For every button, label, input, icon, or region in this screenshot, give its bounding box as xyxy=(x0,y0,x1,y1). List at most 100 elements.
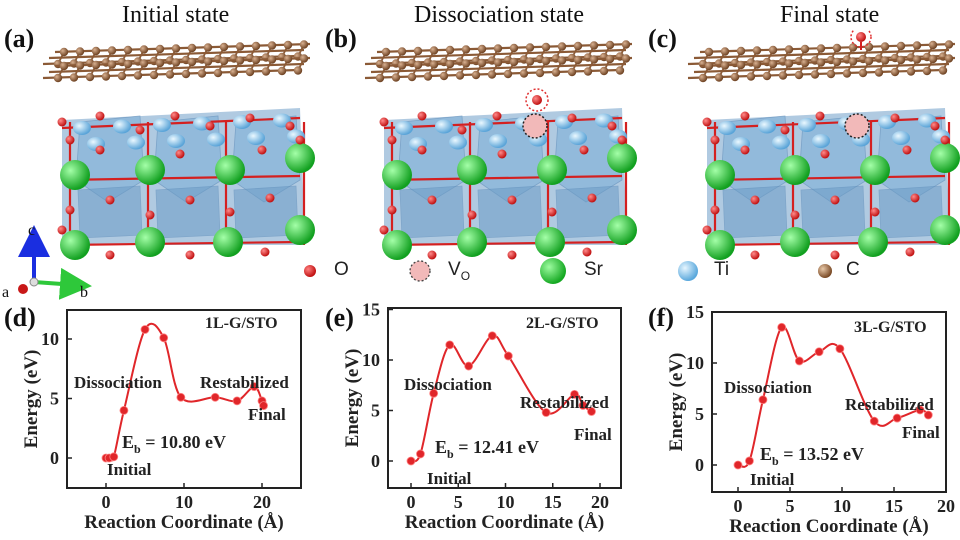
crystal-axes-indicator: c b a xyxy=(2,222,92,300)
y-tick-label: 10 xyxy=(362,350,380,370)
annotation-barrier-energy: Eb = 12.41 eV xyxy=(435,437,539,461)
y-tick-label: 0 xyxy=(695,455,704,475)
x-tick-label: 10 xyxy=(175,492,193,512)
data-point xyxy=(406,456,416,466)
data-point xyxy=(503,351,513,361)
plot-frame xyxy=(387,307,622,489)
data-point xyxy=(777,322,787,332)
x-tick-label: 15 xyxy=(544,492,562,512)
panel-label-b: (b) xyxy=(325,24,357,53)
structure-dissociation xyxy=(364,40,637,260)
series-title: 2L-G/STO xyxy=(526,315,599,332)
x-tick-label: 10 xyxy=(497,492,515,512)
plot-frame xyxy=(711,311,947,493)
x-tick-label: 5 xyxy=(454,492,463,512)
x-tick-label: 10 xyxy=(833,496,851,516)
data-point xyxy=(259,401,268,411)
annotation-final: Final xyxy=(902,423,940,442)
data-point xyxy=(249,382,259,391)
y-tick-label: 5 xyxy=(50,389,59,409)
data-point xyxy=(109,452,119,462)
legend-oxygen-label: O xyxy=(334,259,349,280)
data-point xyxy=(464,361,474,371)
graphene-layer xyxy=(687,40,956,83)
legend-vacancy-label: VO xyxy=(448,259,471,283)
y-tick-label: 5 xyxy=(371,401,380,421)
oxygen-vacancy-marker xyxy=(844,113,870,139)
data-point xyxy=(487,331,497,341)
data-point xyxy=(159,333,169,343)
y-tick-label: 15 xyxy=(686,302,704,322)
y-tick-label: 0 xyxy=(50,448,59,468)
y-tick-label: 0 xyxy=(371,451,380,471)
x-tick-label: 20 xyxy=(591,492,609,512)
adsorbed-oxygen-atom xyxy=(856,32,866,42)
graphene-layer xyxy=(42,40,311,83)
annotation-dissociation: Dissociation xyxy=(404,375,492,394)
x-axis-label: Reaction Coordinate (Å) xyxy=(729,516,928,537)
data-point xyxy=(745,456,754,466)
annotation-dissociation: Dissociation xyxy=(724,378,812,397)
series-title: 1L-G/STO xyxy=(205,315,278,332)
x-tick-label: 5 xyxy=(786,496,795,516)
data-point xyxy=(578,401,588,410)
legend-vacancy-icon xyxy=(409,260,431,282)
data-point xyxy=(140,325,150,334)
legend-titanium-label: Ti xyxy=(714,259,730,280)
x-tick-label: 0 xyxy=(102,492,111,512)
annotation-restabilized: Restabilized xyxy=(200,373,289,392)
x-tick-label: 15 xyxy=(885,496,903,516)
y-tick-label: 10 xyxy=(686,353,704,373)
title-dissociation-state: Dissociation state xyxy=(414,2,584,28)
srtio3-slab xyxy=(57,108,315,260)
panel-label-e: (e) xyxy=(325,303,354,332)
graphene-layer xyxy=(364,40,633,83)
atom-legend: O VO Sr Ti C xyxy=(300,258,960,288)
y-tick-label: 10 xyxy=(41,329,59,349)
a-axis-dot xyxy=(18,284,28,294)
data-point xyxy=(835,344,845,354)
adsorbed-oxygen-ring xyxy=(850,30,872,48)
x-tick-label: 20 xyxy=(937,496,955,516)
panel-label-c: (c) xyxy=(648,24,677,53)
data-point xyxy=(587,407,596,416)
annotation-initial: Initial xyxy=(750,470,795,489)
oxygen-vacancy-marker xyxy=(522,113,548,139)
legend-carbon-label: C xyxy=(846,259,860,280)
y-axis-label: Energy (eV) xyxy=(666,353,687,452)
panel-label-a: (a) xyxy=(4,24,35,53)
data-point xyxy=(541,408,551,417)
x-axis-label: Reaction Coordinate (Å) xyxy=(84,512,283,533)
b-axis-label: b xyxy=(80,284,88,300)
data-point xyxy=(176,392,186,402)
a-axis-label: a xyxy=(2,284,9,300)
legend-oxygen-icon xyxy=(304,265,316,277)
data-point xyxy=(892,413,902,423)
annotation-restabilized: Restabilized xyxy=(520,393,609,412)
legend-carbon-icon xyxy=(818,264,832,278)
y-tick-label: 5 xyxy=(695,404,704,424)
structure-final xyxy=(687,30,960,260)
displaced-oxygen-ring xyxy=(525,88,549,112)
data-point xyxy=(445,340,455,350)
data-point xyxy=(794,356,804,366)
structure-initial xyxy=(42,40,315,260)
annotation-initial: Initial xyxy=(107,460,152,479)
data-point xyxy=(923,410,933,420)
data-point xyxy=(758,395,768,405)
y-axis-label: Energy (eV) xyxy=(342,349,363,448)
data-point xyxy=(814,347,824,357)
legend-strontium-icon xyxy=(540,258,566,284)
annotation-initial: Initial xyxy=(427,469,472,488)
srtio3-slab xyxy=(379,108,637,260)
data-point xyxy=(429,388,439,398)
x-tick-label: 20 xyxy=(253,492,271,512)
data-point xyxy=(570,389,579,399)
annotation-restabilized: Restabilized xyxy=(845,395,934,414)
y-axis-label: Energy (eV) xyxy=(21,350,42,449)
title-final-state: Final state xyxy=(780,2,880,28)
data-point xyxy=(416,449,425,459)
